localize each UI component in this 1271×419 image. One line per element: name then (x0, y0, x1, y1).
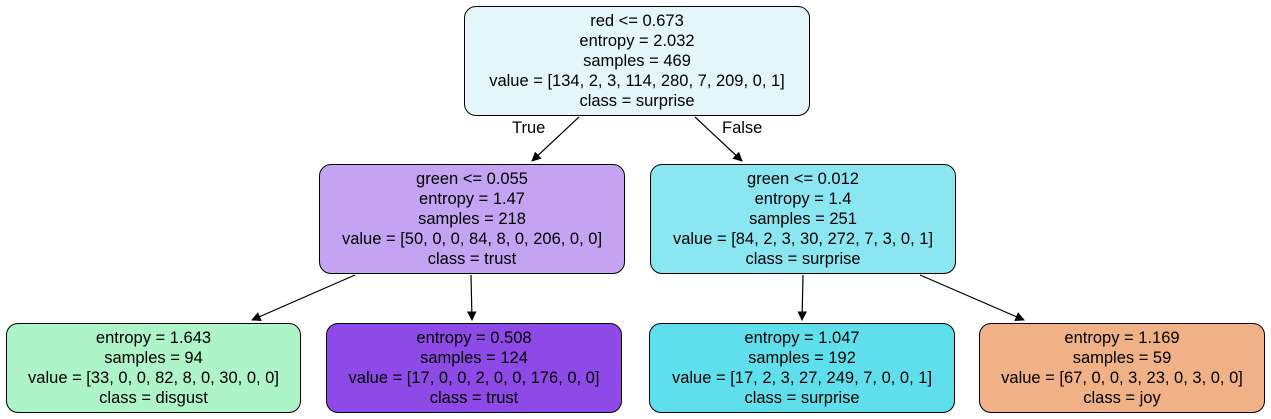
class-text: class = trust (429, 389, 519, 407)
split-condition: green <= 0.055 (416, 170, 528, 188)
node-left: green <= 0.055 entropy = 1.47 samples = … (319, 164, 625, 274)
entropy-text: entropy = 2.032 (579, 32, 695, 50)
edge-label-false: False (722, 119, 763, 137)
samples-text: samples = 251 (749, 210, 857, 228)
value-text: value = [67, 0, 0, 3, 23, 0, 3, 0, 0] (1001, 369, 1243, 387)
value-text: value = [17, 0, 0, 2, 0, 0, 176, 0, 0] (348, 369, 600, 387)
value-text: value = [84, 2, 3, 30, 272, 7, 3, 0, 1] (672, 230, 934, 248)
class-text: class = trust (427, 250, 517, 268)
edge-root-left (531, 116, 580, 162)
entropy-text: entropy = 1.169 (1064, 329, 1180, 347)
value-text: value = [33, 0, 0, 82, 8, 0, 30, 0, 0] (28, 369, 279, 387)
node-root: red <= 0.673 entropy = 2.032 samples = 4… (464, 6, 810, 116)
split-condition: green <= 0.012 (747, 170, 859, 188)
value-text: value = [134, 2, 3, 114, 280, 7, 209, 0,… (489, 72, 785, 90)
node-left-right-leaf: entropy = 0.508 samples = 124 value = [1… (326, 323, 622, 413)
edge-left-leftleft (251, 274, 356, 321)
node-right-right-leaf: entropy = 1.169 samples = 59 value = [67… (979, 323, 1265, 413)
samples-text: samples = 94 (104, 349, 203, 367)
edge-right-rightleft (797, 274, 807, 321)
samples-text: samples = 124 (420, 349, 528, 367)
class-text: class = surprise (579, 92, 695, 110)
entropy-text: entropy = 0.508 (416, 329, 532, 347)
entropy-text: entropy = 1.643 (95, 329, 212, 347)
samples-text: samples = 218 (418, 210, 526, 228)
samples-text: samples = 469 (583, 52, 691, 70)
entropy-text: entropy = 1.4 (754, 190, 852, 208)
class-text: class = surprise (745, 250, 861, 268)
samples-text: samples = 192 (748, 349, 856, 367)
value-text: value = [50, 0, 0, 84, 8, 0, 206, 0, 0] (341, 230, 603, 248)
edge-root-right (694, 116, 743, 162)
edge-right-rightright (919, 274, 1025, 321)
edge-left-leftright (467, 274, 477, 321)
split-condition: red <= 0.673 (590, 12, 684, 30)
class-text: class = disgust (99, 389, 208, 407)
value-text: value = [17, 2, 3, 27, 249, 7, 0, 0, 1] (671, 369, 933, 387)
node-right: green <= 0.012 entropy = 1.4 samples = 2… (650, 164, 956, 274)
samples-text: samples = 59 (1072, 349, 1172, 367)
node-left-left-leaf: entropy = 1.643 samples = 94 value = [33… (6, 323, 301, 413)
entropy-text: entropy = 1.047 (744, 329, 860, 347)
class-text: class = joy (1083, 389, 1161, 407)
entropy-text: entropy = 1.47 (419, 190, 525, 208)
node-right-left-leaf: entropy = 1.047 samples = 192 value = [1… (649, 323, 955, 413)
class-text: class = surprise (744, 389, 860, 407)
edge-label-true: True (512, 119, 546, 137)
